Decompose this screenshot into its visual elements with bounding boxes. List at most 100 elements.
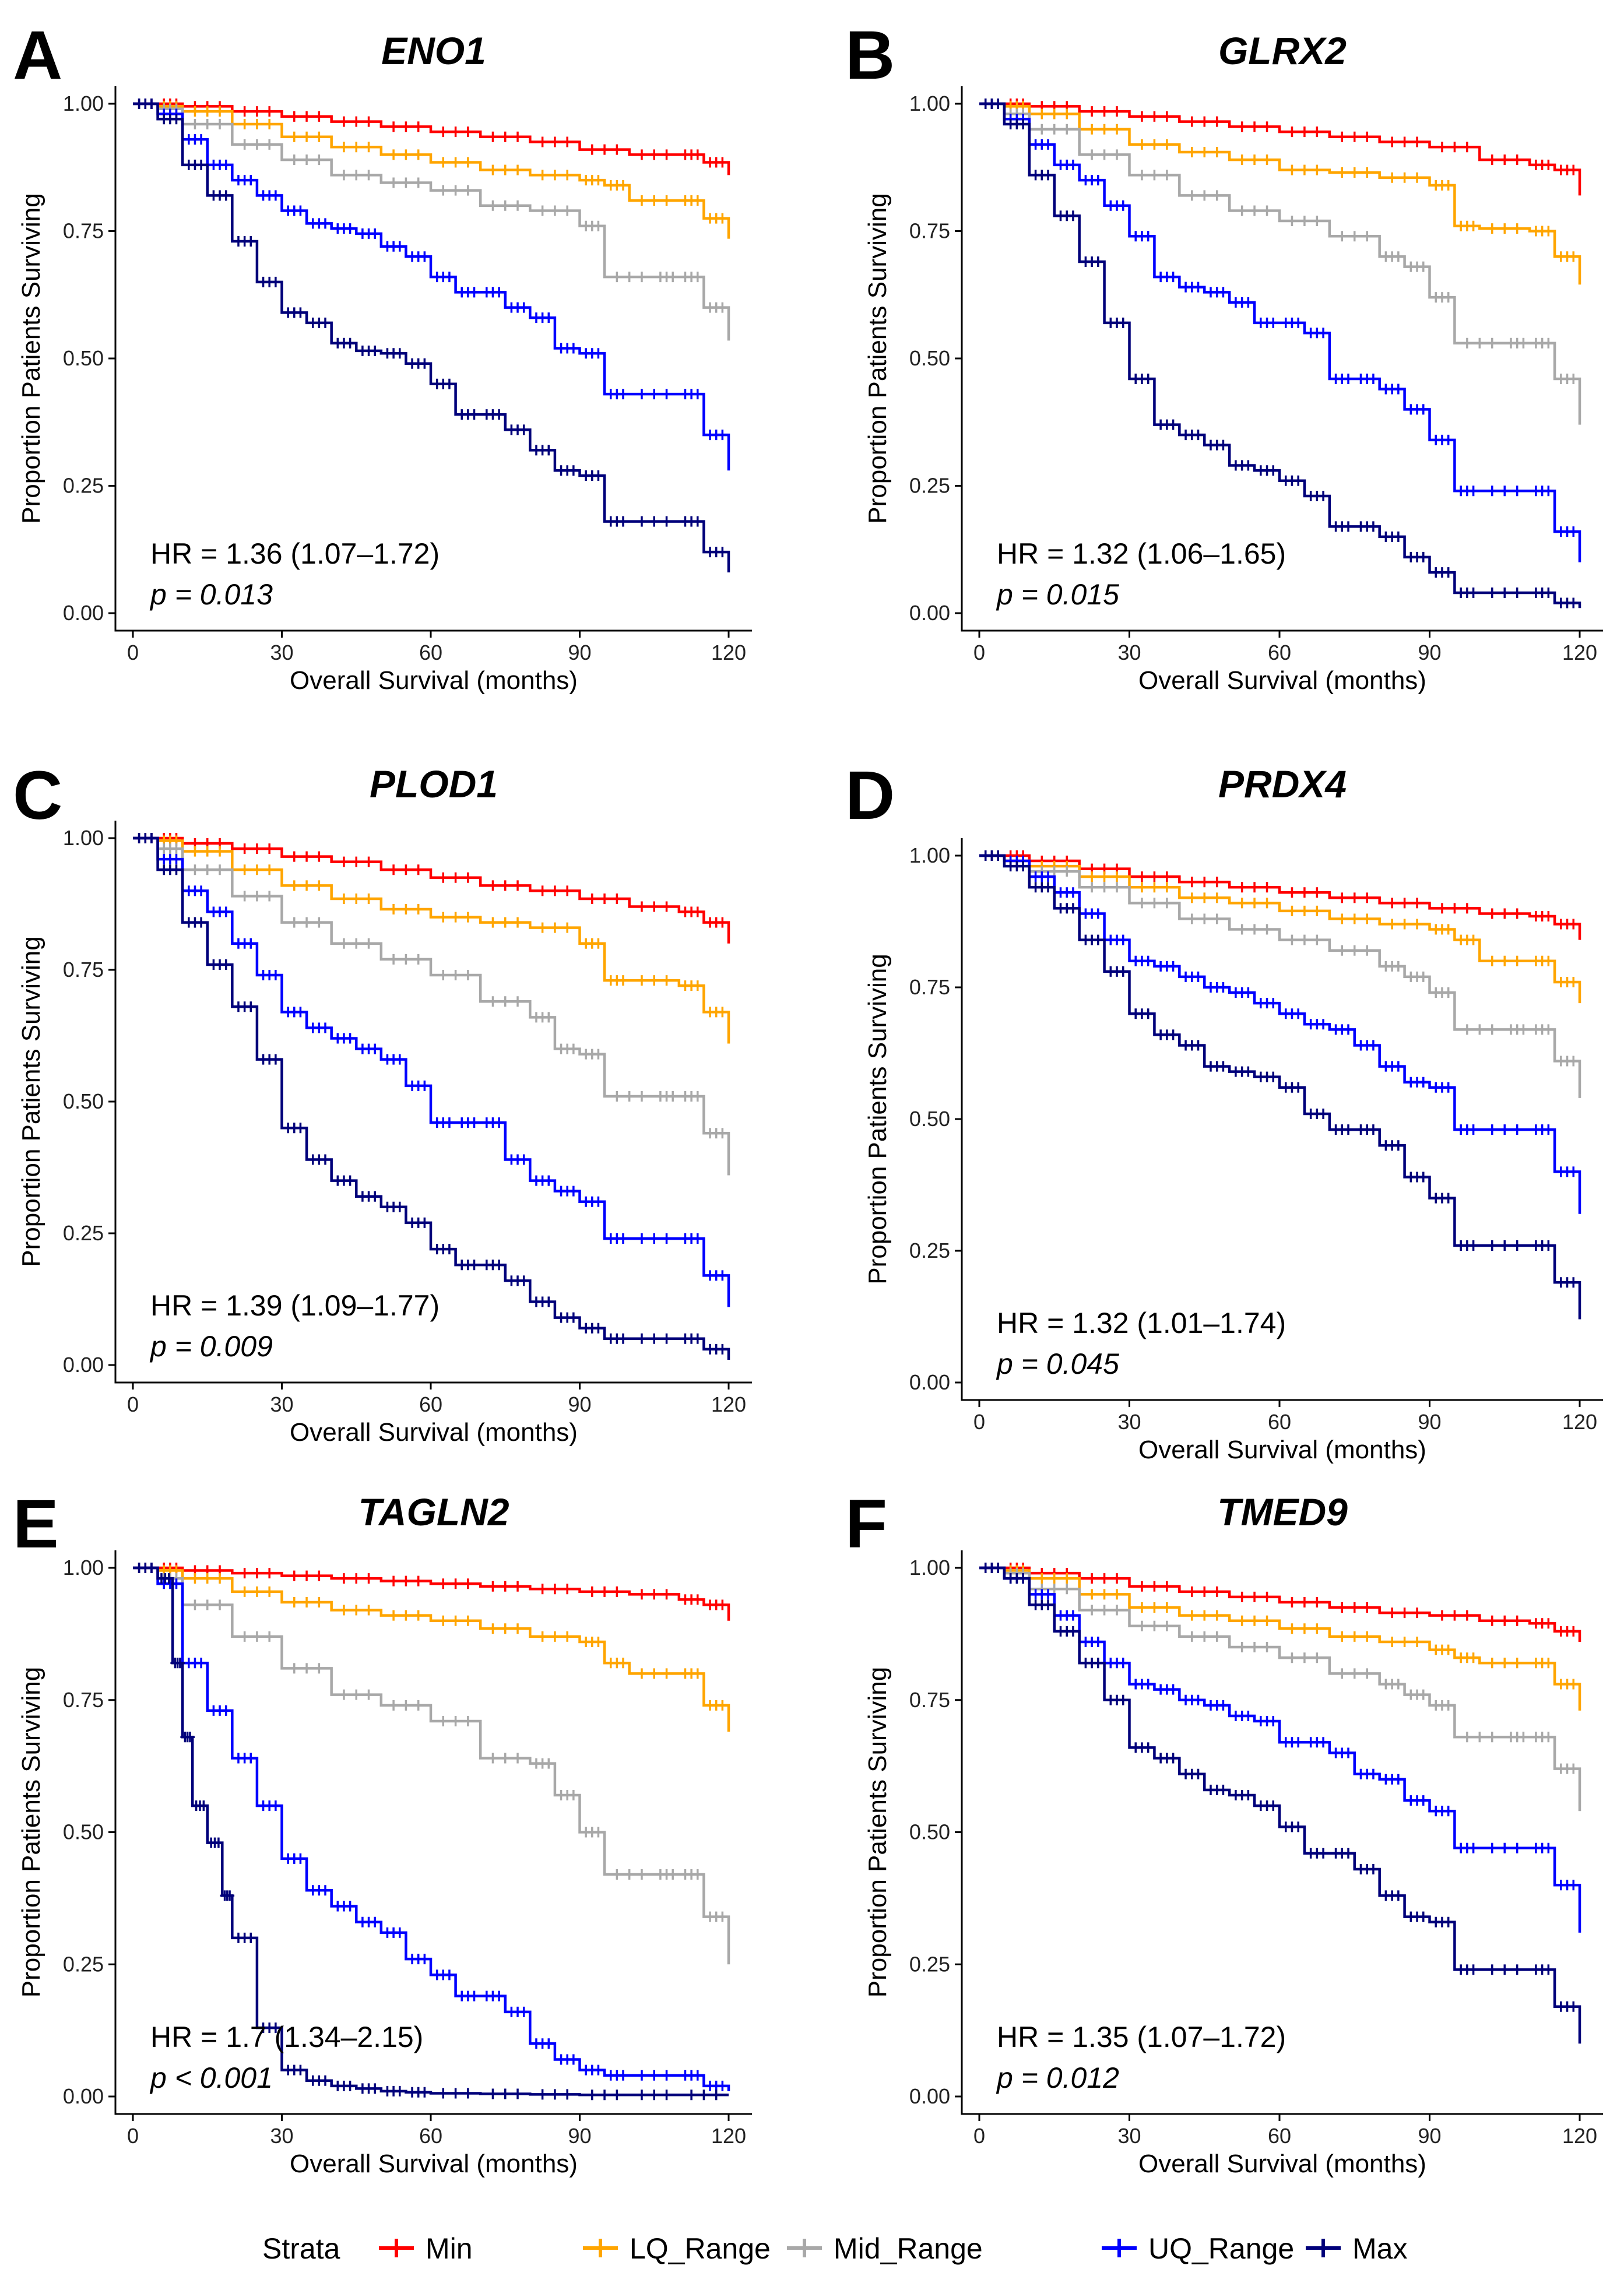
censor-mark xyxy=(563,205,572,216)
censor-mark xyxy=(1487,908,1497,919)
censor-mark xyxy=(1243,1790,1253,1801)
censor-mark xyxy=(637,1869,646,1880)
censor-mark xyxy=(1418,404,1428,415)
censor-mark xyxy=(1362,913,1372,924)
censor-mark xyxy=(500,2088,510,2099)
panel-letter: A xyxy=(13,17,62,94)
censor-mark xyxy=(1150,111,1159,122)
censor-mark xyxy=(240,1568,249,1579)
censor-mark xyxy=(364,1689,374,1700)
censor-mark xyxy=(1362,131,1372,142)
y-tick-label: 0.00 xyxy=(63,2084,104,2108)
censor-mark xyxy=(351,1573,361,1584)
censor-mark xyxy=(1487,1732,1497,1743)
censor-mark xyxy=(1112,124,1122,135)
censor-mark xyxy=(568,2054,578,2065)
censor-mark xyxy=(537,885,547,896)
censor-mark xyxy=(321,1885,331,1896)
hr-annotation: HR = 1.35 (1.07–1.72) xyxy=(997,2021,1286,2053)
censor-mark xyxy=(314,880,324,891)
censor-mark xyxy=(370,1191,380,1202)
censor-mark xyxy=(1293,1737,1303,1748)
x-tick-label: 30 xyxy=(270,641,293,664)
censor-mark xyxy=(146,1563,156,1573)
censor-mark xyxy=(420,2087,430,2098)
censor-mark xyxy=(1443,567,1453,578)
censor-mark xyxy=(1037,1573,1047,1584)
censor-mark xyxy=(668,272,678,283)
censor-mark xyxy=(618,1658,628,1669)
censor-mark xyxy=(1418,1911,1428,1922)
y-tick-label: 0.50 xyxy=(909,1820,950,1844)
censor-mark xyxy=(1569,976,1579,987)
censor-mark xyxy=(1087,871,1097,882)
censor-mark xyxy=(1362,167,1372,178)
censor-mark xyxy=(215,864,225,875)
censor-mark xyxy=(171,854,181,865)
censor-mark xyxy=(537,1584,547,1595)
censor-mark xyxy=(1400,136,1409,147)
censor-mark xyxy=(1112,149,1122,160)
censor-mark xyxy=(1118,966,1128,977)
censor-mark xyxy=(1569,919,1579,930)
censor-mark xyxy=(1287,216,1297,227)
censor-mark xyxy=(1544,1658,1553,1669)
censor-mark xyxy=(718,1599,727,1610)
censor-mark xyxy=(463,185,473,196)
censor-mark xyxy=(1043,1599,1053,1610)
x-tick-label: 30 xyxy=(1117,2124,1141,2148)
censor-mark xyxy=(662,389,672,400)
censor-mark xyxy=(1250,1591,1260,1602)
y-tick-label: 0.75 xyxy=(63,958,104,982)
censor-mark xyxy=(488,1753,498,1764)
censor-mark xyxy=(1150,898,1159,909)
censor-mark xyxy=(488,1581,498,1592)
y-axis-title: Proportion Patients Surviving xyxy=(17,936,45,1267)
censor-mark xyxy=(519,1154,529,1165)
censor-mark xyxy=(624,1869,634,1880)
legend-label: Min xyxy=(426,2232,473,2265)
censor-mark xyxy=(1487,1842,1497,1853)
censor-mark xyxy=(1462,1732,1472,1743)
censor-mark xyxy=(1118,1694,1128,1705)
censor-mark xyxy=(389,1610,399,1621)
censor-mark xyxy=(1512,154,1522,166)
censor-mark xyxy=(1487,337,1497,349)
censor-mark xyxy=(519,424,529,435)
censor-mark xyxy=(1362,1631,1372,1642)
censor-mark xyxy=(1099,149,1109,160)
censor-mark xyxy=(1344,1848,1354,1859)
censor-mark xyxy=(444,1244,454,1255)
censor-mark xyxy=(1500,223,1510,234)
censor-mark xyxy=(270,2022,280,2034)
censor-mark xyxy=(1293,475,1303,486)
censor-mark xyxy=(563,136,572,147)
x-tick-label: 60 xyxy=(1268,641,1291,664)
censor-mark xyxy=(662,975,672,986)
censor-mark xyxy=(1544,486,1553,497)
censor-mark xyxy=(1487,1240,1497,1251)
censor-mark xyxy=(1243,460,1253,471)
censor-mark xyxy=(1544,159,1553,170)
censor-mark xyxy=(1544,1964,1553,1975)
censor-mark xyxy=(1118,200,1128,211)
censor-mark xyxy=(1349,167,1359,178)
censor-mark xyxy=(693,1233,702,1244)
legend-label: Max xyxy=(1352,2232,1407,2265)
censor-mark xyxy=(1349,1668,1359,1679)
censor-mark xyxy=(252,1568,262,1579)
censor-mark xyxy=(1268,1716,1278,1727)
y-tick-label: 0.75 xyxy=(63,1688,104,1712)
censor-mark xyxy=(1162,882,1172,893)
censor-mark xyxy=(190,1599,200,1610)
censor-mark xyxy=(593,1322,603,1334)
censor-mark xyxy=(240,864,249,875)
x-tick-label: 60 xyxy=(1268,2124,1291,2148)
censor-mark xyxy=(1250,121,1260,132)
censor-mark xyxy=(1412,919,1422,930)
censor-mark xyxy=(302,917,312,928)
censor-mark xyxy=(314,131,324,142)
x-tick-label: 0 xyxy=(973,641,985,664)
censor-mark xyxy=(389,121,399,132)
censor-mark xyxy=(252,1631,262,1642)
